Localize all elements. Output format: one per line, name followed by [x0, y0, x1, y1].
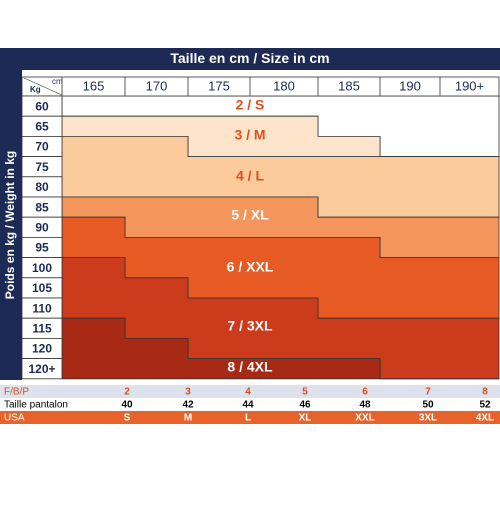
table-cell: 44 [242, 400, 254, 411]
table-cell: 52 [479, 400, 491, 411]
table-cell: 3XL [419, 413, 437, 424]
row-label: 105 [32, 281, 52, 295]
column-label: 190+ [455, 78, 484, 93]
row-label: 95 [35, 241, 49, 255]
corner-diagonal [23, 77, 63, 96]
row-label: 80 [35, 180, 49, 194]
table-cell: 6 [362, 387, 368, 398]
row-label-cell [21, 358, 63, 380]
table-row-bg [0, 398, 500, 411]
table-cell: 3 [185, 387, 191, 398]
column-label: 185 [338, 78, 360, 93]
table-cell: 4XL [476, 413, 494, 424]
row-label: 85 [35, 200, 49, 214]
table-cell: 7 [425, 387, 431, 398]
band-label: 5 / XL [231, 207, 269, 223]
table-cell: XXL [355, 413, 374, 424]
column-label: 165 [83, 78, 105, 93]
table-cell: 5 [302, 387, 308, 398]
row-label: 90 [35, 220, 49, 234]
row-label: 70 [35, 140, 49, 154]
column-label: 175 [208, 78, 230, 93]
side-bar [0, 70, 22, 380]
table-cell: 42 [182, 400, 194, 411]
row-label: 110 [32, 301, 52, 315]
table-row-label: Taille pantalon [4, 400, 68, 411]
row-label: 120 [32, 342, 52, 356]
table-cell: M [184, 413, 192, 424]
corner-weight: Kg [30, 85, 41, 94]
table-cell: 46 [299, 400, 311, 411]
side-label: Poids en kg / Weight in kg [3, 151, 17, 299]
row-label: 60 [35, 99, 49, 113]
table-cell: 48 [359, 400, 371, 411]
header-bar [0, 48, 500, 70]
band-label: 6 / XXL [227, 259, 274, 275]
table-row-bg [0, 411, 500, 424]
table-cell: 50 [422, 400, 434, 411]
table-cell: XL [299, 413, 312, 424]
header-title: Taille en cm / Size in cm [170, 50, 329, 66]
row-label: 115 [32, 321, 52, 335]
band-label: 2 / S [236, 97, 265, 113]
row-label: 120+ [28, 362, 55, 376]
row-label: 100 [32, 261, 52, 275]
table-cell: L [245, 413, 251, 424]
table-row-label: F/B/P [4, 387, 29, 398]
column-label: 180 [273, 78, 295, 93]
band-label: 3 / M [234, 127, 265, 143]
band-label: 7 / 3XL [227, 318, 273, 334]
band-label: 8 / 4XL [227, 359, 273, 375]
table-row-bg [0, 385, 500, 398]
band-label: 4 / L [236, 168, 264, 184]
column-label: 170 [146, 78, 168, 93]
table-cell: 8 [482, 387, 488, 398]
table-cell: S [124, 413, 131, 424]
table-cell: 4 [245, 387, 251, 398]
size-band [61, 317, 499, 380]
table-row-label: USA [4, 413, 25, 424]
corner-height: cm [52, 77, 63, 86]
row-label: 65 [35, 119, 49, 133]
table-cell: 2 [124, 387, 130, 398]
row-label: 75 [35, 160, 49, 174]
table-cell: 40 [121, 400, 133, 411]
column-label: 190 [399, 78, 421, 93]
